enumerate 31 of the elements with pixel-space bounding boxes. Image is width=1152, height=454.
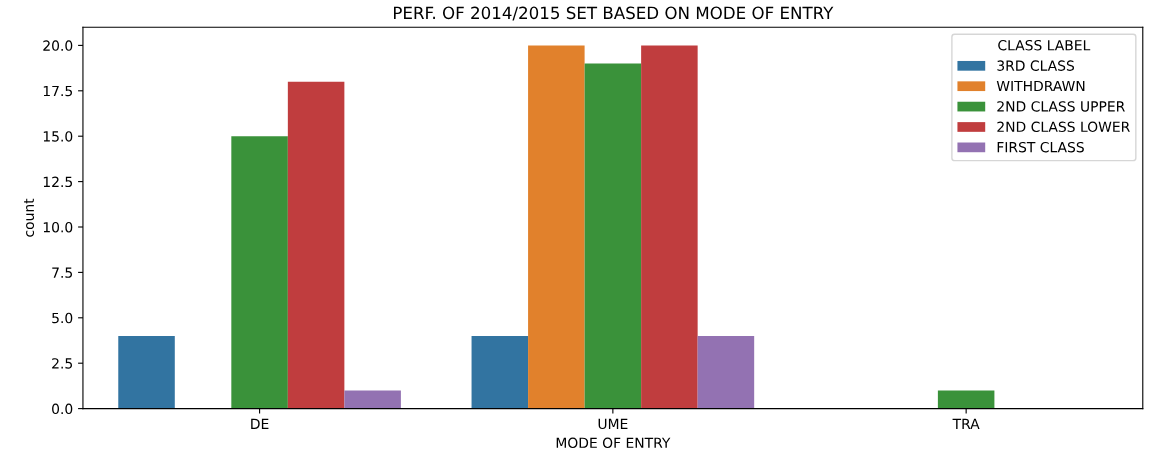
chart-title: PERF. OF 2014/2015 SET BASED ON MODE OF ENTRY bbox=[394, 6, 834, 21]
bar bbox=[584, 63, 642, 409]
legend-label: 2ND CLASS LOWER bbox=[997, 121, 1130, 133]
legend-label: FIRST CLASS bbox=[997, 141, 1084, 153]
bar bbox=[937, 390, 995, 409]
bar bbox=[344, 390, 401, 409]
bar bbox=[471, 335, 529, 409]
y-tick-label: 2.5 bbox=[52, 358, 73, 369]
y-tick-label: 15.0 bbox=[43, 131, 73, 142]
legend-label: 2ND CLASS UPPER bbox=[997, 101, 1125, 112]
bar bbox=[231, 136, 288, 409]
y-tick-label: 5.0 bbox=[52, 312, 73, 324]
legend-label: 3RD CLASS bbox=[997, 60, 1075, 71]
y-tick-label: 17.5 bbox=[43, 85, 73, 97]
bar bbox=[697, 335, 755, 409]
y-tick-label: 10.0 bbox=[43, 221, 73, 233]
y-tick-label: 7.5 bbox=[52, 267, 73, 278]
y-axis-title: count bbox=[24, 198, 35, 237]
x-tick-label: DE bbox=[251, 418, 269, 429]
y-tick-label: 12.5 bbox=[43, 176, 73, 188]
y-tick-label: 20.0 bbox=[43, 40, 73, 51]
legend-label: WITHDRAWN bbox=[996, 80, 1085, 92]
x-axis-title: MODE OF ENTRY bbox=[556, 437, 671, 449]
bar bbox=[287, 81, 345, 409]
legend-title: CLASS LABEL bbox=[998, 39, 1091, 51]
x-tick-label: UME bbox=[598, 418, 628, 430]
bar bbox=[641, 45, 698, 409]
x-tick-label: TRA bbox=[952, 418, 980, 429]
bar bbox=[528, 45, 585, 409]
bar bbox=[118, 335, 175, 409]
y-tick-label: 0.0 bbox=[52, 403, 73, 415]
